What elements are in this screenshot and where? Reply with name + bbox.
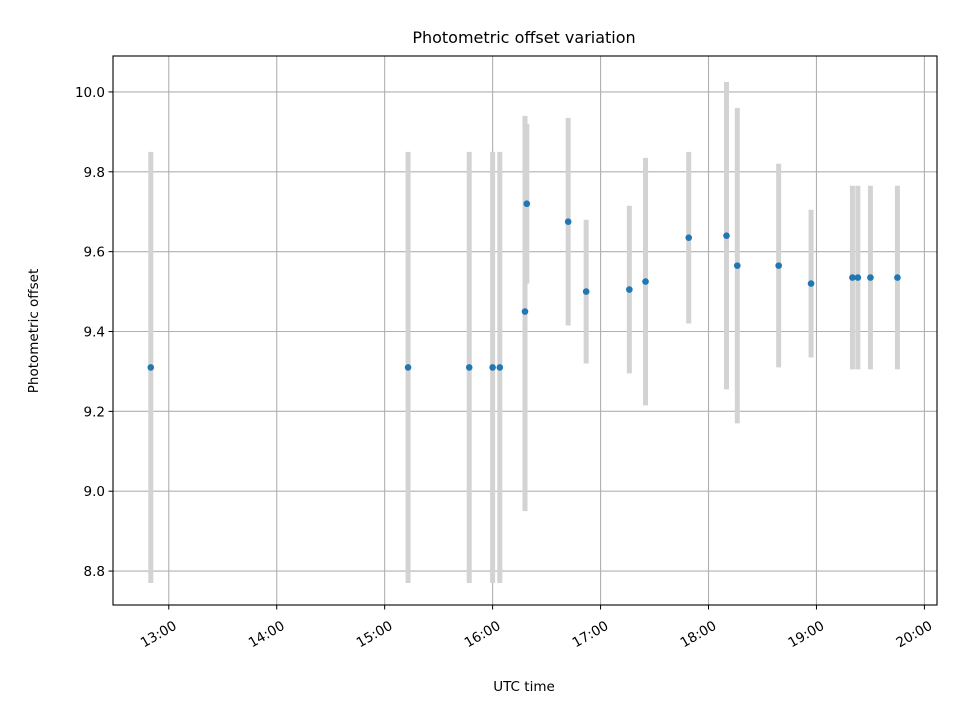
data-point	[465, 364, 473, 371]
data-point	[489, 364, 496, 371]
y-tick-label: 9.0	[84, 484, 105, 500]
data-point	[626, 286, 633, 293]
data-point	[849, 274, 856, 281]
x-axis-label: UTC time	[493, 679, 555, 695]
y-tick-label: 8.8	[84, 564, 105, 580]
marker-layer	[147, 200, 901, 371]
data-point	[807, 280, 815, 287]
plot-frame	[112, 55, 938, 606]
data-point	[854, 274, 862, 281]
y-tick-label: 10.0	[75, 85, 105, 101]
data-point	[523, 200, 531, 208]
data-point	[404, 364, 412, 371]
data-point	[733, 262, 741, 269]
data-point	[723, 232, 730, 239]
y-tick-label: 9.6	[84, 245, 105, 261]
y-tick-label: 9.2	[84, 404, 105, 420]
data-point	[894, 274, 901, 281]
data-point	[685, 234, 693, 241]
y-axis-label: Photometric offset	[26, 269, 42, 393]
data-point	[147, 364, 155, 371]
data-point	[775, 262, 782, 269]
data-point	[582, 288, 590, 295]
chart-title: Photometric offset variation	[412, 28, 635, 47]
y-tick-label: 9.8	[84, 165, 105, 181]
data-point	[642, 278, 649, 285]
data-point	[867, 274, 874, 281]
data-point	[564, 218, 572, 225]
data-point	[521, 308, 529, 315]
y-tick-label: 9.4	[84, 324, 105, 340]
data-point	[496, 364, 504, 371]
